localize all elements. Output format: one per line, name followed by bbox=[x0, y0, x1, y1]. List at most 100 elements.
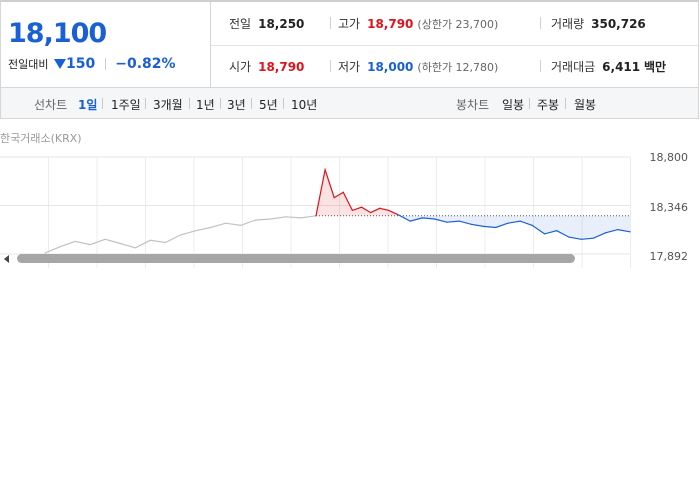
data-point bbox=[104, 238, 106, 240]
data-point bbox=[270, 218, 272, 220]
trade-amount-value: 6,411 bbox=[602, 60, 641, 74]
divider bbox=[104, 58, 106, 70]
tab-monthly-candle[interactable]: 월봉 bbox=[574, 98, 597, 112]
data-point bbox=[360, 206, 363, 208]
high-value: 18,790 bbox=[367, 17, 414, 31]
low-label: 저가 bbox=[338, 60, 361, 74]
series-area bbox=[316, 169, 398, 216]
tab-5y[interactable]: 5년 bbox=[259, 98, 278, 112]
open-price: 시가 18,790 bbox=[229, 58, 304, 75]
y-tick-label: 18,346 bbox=[649, 201, 689, 214]
trade-amount: 거래대금 6,411 백만 bbox=[551, 58, 666, 75]
divider bbox=[330, 17, 331, 29]
data-point bbox=[134, 247, 136, 249]
data-point bbox=[59, 246, 61, 248]
trade-amount-unit: 백만 bbox=[643, 60, 667, 74]
series-line bbox=[315, 167, 399, 216]
data-point bbox=[315, 215, 317, 217]
price-chart: 한국거래소(KRX) 18,800 18,346 17,892 bbox=[0, 120, 700, 268]
data-point bbox=[592, 237, 594, 239]
data-point bbox=[164, 241, 167, 244]
tab-3y[interactable]: 3년 bbox=[227, 98, 246, 112]
data-point bbox=[519, 220, 521, 222]
current-price: 18,100 bbox=[8, 18, 107, 49]
volume: 거래량 350,726 bbox=[551, 15, 646, 32]
data-point bbox=[470, 223, 472, 225]
data-point bbox=[179, 234, 182, 236]
price-box: 18,100 전일대비 150 −0.82% bbox=[1, 2, 211, 88]
series-line bbox=[397, 214, 631, 240]
price-change-row: 전일대비 150 −0.82% bbox=[8, 56, 176, 72]
chart-horizontal-scrollbar[interactable] bbox=[0, 252, 700, 266]
down-triangle-icon bbox=[53, 59, 66, 69]
data-point bbox=[44, 252, 46, 254]
data-point bbox=[89, 243, 91, 246]
low-price: 저가 18,000 (하한가 12,780) bbox=[338, 58, 498, 75]
stock-quote-panel: 18,100 전일대비 150 −0.82% 전일 18,250 고가 18,790… bbox=[0, 0, 699, 88]
lower-limit: (하한가 12,780) bbox=[417, 61, 499, 74]
data-point bbox=[434, 218, 436, 220]
divider bbox=[220, 98, 221, 109]
scrollbar-thumb[interactable] bbox=[17, 254, 575, 263]
data-point bbox=[482, 225, 485, 228]
prev-close-label: 전일 bbox=[229, 17, 252, 31]
data-point bbox=[379, 207, 381, 209]
divider bbox=[102, 98, 103, 109]
data-point bbox=[421, 217, 424, 219]
divider bbox=[540, 60, 541, 72]
prev-close: 전일 18,250 bbox=[229, 15, 304, 32]
data-point bbox=[556, 230, 558, 232]
tab-10y[interactable]: 10년 bbox=[291, 98, 318, 112]
chart-period-tabs: 선차트 1일 1주일 3개월 1년 3년 5년 10년 봉차트 일봉 주봉 월봉 bbox=[0, 88, 699, 119]
data-point bbox=[210, 226, 212, 229]
open-label: 시가 bbox=[229, 60, 252, 74]
high-label: 고가 bbox=[338, 17, 361, 31]
upper-limit: (상한가 23,700) bbox=[417, 18, 499, 31]
info-row-1: 전일 18,250 고가 18,790 (상한가 23,700) 거래량 350,726 bbox=[211, 2, 698, 46]
data-point bbox=[617, 229, 619, 231]
quote-info-grid: 전일 18,250 고가 18,790 (상한가 23,700) 거래량 350,726… bbox=[211, 2, 698, 88]
tab-weekly-candle[interactable]: 주봉 bbox=[537, 98, 560, 112]
divider bbox=[251, 98, 252, 109]
data-point bbox=[342, 191, 344, 193]
change-percent: −0.82% bbox=[115, 56, 176, 72]
data-point bbox=[324, 169, 326, 171]
tab-1d[interactable]: 1일 bbox=[78, 98, 98, 112]
volume-value: 350,726 bbox=[591, 17, 646, 31]
tab-1w[interactable]: 1주일 bbox=[111, 98, 141, 112]
data-point bbox=[568, 236, 570, 238]
data-point bbox=[388, 209, 390, 212]
data-point bbox=[409, 220, 411, 222]
change-amount: 150 bbox=[65, 56, 96, 72]
data-point bbox=[351, 209, 354, 212]
divider bbox=[283, 98, 284, 109]
trade-amount-label: 거래대금 bbox=[551, 60, 596, 74]
divider bbox=[145, 98, 146, 109]
data-point bbox=[370, 211, 372, 214]
data-point bbox=[507, 222, 509, 224]
data-point bbox=[119, 242, 121, 245]
data-point bbox=[531, 224, 533, 226]
data-point bbox=[74, 240, 76, 242]
data-point bbox=[300, 217, 302, 219]
data-point bbox=[580, 238, 582, 240]
info-row-2: 시가 18,790 저가 18,000 (하한가 12,780) 거래대금 6,411 … bbox=[211, 45, 698, 88]
scroll-left-arrow-icon[interactable] bbox=[4, 255, 9, 263]
candle-chart-title: 봉차트 bbox=[456, 98, 490, 112]
y-tick-label: 18,800 bbox=[649, 151, 689, 164]
data-point bbox=[629, 231, 631, 233]
data-point bbox=[604, 232, 607, 234]
low-value: 18,000 bbox=[367, 60, 414, 74]
tab-daily-candle[interactable]: 일봉 bbox=[502, 98, 525, 112]
data-point bbox=[446, 221, 448, 223]
tab-1y[interactable]: 1년 bbox=[196, 98, 215, 112]
data-point bbox=[543, 233, 546, 235]
data-point bbox=[240, 224, 242, 226]
data-point bbox=[194, 230, 197, 232]
divider bbox=[189, 98, 190, 109]
data-source: 한국거래소(KRX) bbox=[0, 132, 82, 145]
tab-3m[interactable]: 3개월 bbox=[153, 98, 183, 112]
data-point bbox=[225, 222, 227, 224]
data-point bbox=[255, 219, 257, 221]
data-point bbox=[285, 216, 287, 218]
